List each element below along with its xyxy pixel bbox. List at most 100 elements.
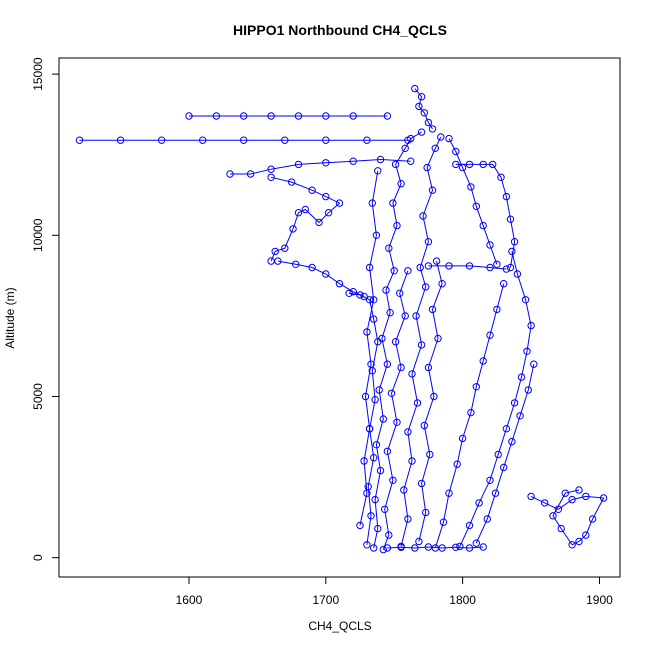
data-point bbox=[420, 421, 428, 430]
data-point bbox=[493, 305, 501, 314]
series-line bbox=[382, 270, 409, 550]
series-5 bbox=[345, 289, 382, 549]
data-point bbox=[500, 463, 508, 472]
series-line bbox=[400, 136, 442, 547]
data-point bbox=[452, 147, 460, 156]
data-point bbox=[510, 399, 519, 407]
series-line bbox=[455, 163, 516, 268]
data-point bbox=[497, 173, 505, 182]
data-point bbox=[434, 334, 442, 343]
data-point bbox=[391, 160, 400, 169]
data-point bbox=[458, 434, 467, 443]
data-point bbox=[199, 136, 207, 144]
data-point bbox=[422, 283, 430, 291]
data-point bbox=[367, 512, 375, 520]
chart-title: HIPPO1 Northbound CH4_QCLS bbox=[233, 22, 447, 38]
data-point bbox=[575, 486, 583, 494]
data-point bbox=[322, 112, 330, 120]
series-15 bbox=[185, 112, 392, 120]
data-point bbox=[417, 93, 426, 101]
data-point bbox=[486, 331, 494, 339]
data-point bbox=[383, 447, 392, 455]
x-tick-label: 1800 bbox=[449, 593, 476, 607]
data-point bbox=[582, 531, 590, 539]
data-point bbox=[530, 360, 538, 368]
data-point bbox=[370, 315, 378, 323]
series-16 bbox=[411, 84, 437, 133]
series-19 bbox=[356, 167, 382, 530]
data-point bbox=[389, 199, 397, 207]
series-line bbox=[359, 170, 379, 526]
series-line bbox=[475, 364, 535, 544]
series-18 bbox=[383, 543, 487, 552]
x-tick-label: 1600 bbox=[176, 593, 203, 607]
data-point bbox=[281, 136, 289, 144]
data-point bbox=[157, 136, 166, 144]
data-point bbox=[483, 515, 491, 523]
data-point bbox=[212, 112, 221, 120]
data-point bbox=[479, 221, 487, 230]
data-point bbox=[381, 505, 389, 513]
data-point bbox=[324, 209, 333, 217]
data-point bbox=[508, 437, 516, 446]
data-point bbox=[424, 262, 433, 270]
data-point bbox=[287, 178, 296, 186]
data-point bbox=[452, 543, 460, 551]
data-point bbox=[417, 128, 426, 136]
data-point bbox=[527, 492, 535, 501]
data-point bbox=[541, 499, 549, 507]
data-point bbox=[415, 102, 423, 111]
data-point bbox=[393, 221, 401, 230]
data-point bbox=[417, 479, 426, 488]
y-tick-label: 5000 bbox=[31, 383, 45, 410]
x-tick-label: 1900 bbox=[586, 593, 613, 607]
data-point bbox=[379, 545, 387, 554]
data-point bbox=[424, 543, 433, 551]
data-point bbox=[385, 531, 393, 539]
data-point bbox=[506, 263, 515, 272]
series-11 bbox=[226, 155, 415, 178]
data-point bbox=[267, 165, 275, 173]
data-point bbox=[472, 202, 480, 211]
data-point bbox=[396, 289, 404, 297]
data-point bbox=[467, 183, 475, 191]
data-point bbox=[274, 257, 282, 265]
data-point bbox=[500, 280, 508, 288]
y-tick-label: 15000 bbox=[31, 57, 45, 91]
data-point bbox=[397, 543, 405, 551]
data-point bbox=[523, 347, 531, 355]
data-point bbox=[376, 466, 385, 475]
data-point bbox=[424, 238, 433, 246]
data-point bbox=[370, 296, 378, 304]
data-point bbox=[374, 524, 382, 533]
data-point bbox=[479, 160, 487, 169]
data-point bbox=[438, 280, 446, 288]
series-line bbox=[277, 260, 365, 297]
data-point bbox=[404, 515, 412, 523]
data-point bbox=[365, 425, 374, 433]
data-point bbox=[524, 386, 532, 394]
series-13 bbox=[274, 257, 368, 301]
data-point bbox=[371, 495, 379, 504]
data-point bbox=[599, 494, 608, 502]
data-point bbox=[345, 289, 353, 297]
data-point bbox=[370, 454, 378, 462]
data-point bbox=[489, 160, 497, 169]
data-point bbox=[308, 263, 316, 272]
data-point bbox=[335, 199, 344, 207]
data-point bbox=[370, 544, 378, 552]
data-point bbox=[568, 495, 576, 504]
data-point bbox=[294, 209, 303, 217]
data-point bbox=[428, 305, 437, 314]
data-point bbox=[408, 370, 416, 378]
data-point bbox=[335, 280, 344, 288]
series-7 bbox=[472, 360, 538, 547]
data-point bbox=[486, 241, 494, 249]
data-point bbox=[420, 109, 428, 117]
data-point bbox=[240, 136, 248, 144]
data-point bbox=[401, 144, 409, 153]
data-point bbox=[486, 263, 494, 272]
data-point bbox=[360, 457, 368, 465]
data-point bbox=[393, 418, 401, 426]
